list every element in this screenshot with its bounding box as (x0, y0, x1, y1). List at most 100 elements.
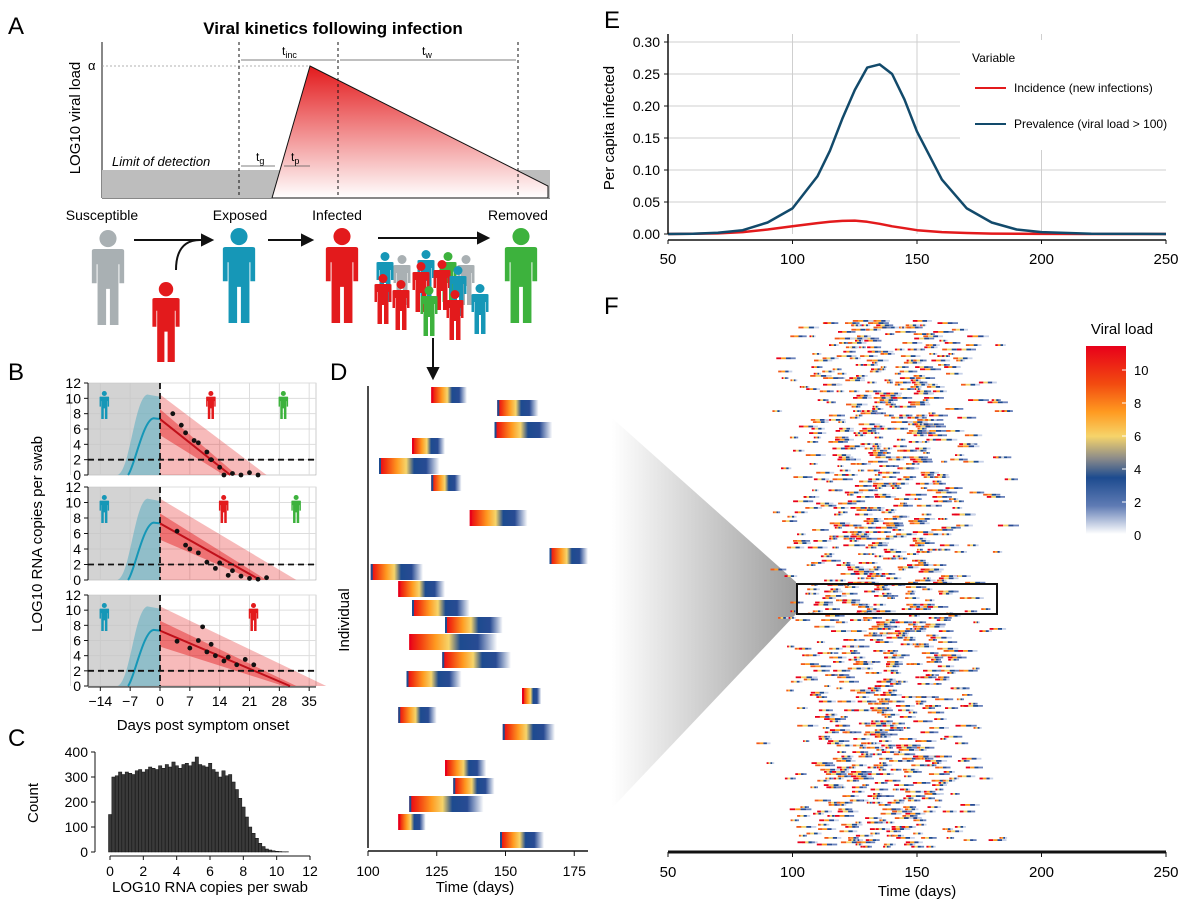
segment-part (858, 722, 862, 725)
segment-part (792, 610, 794, 613)
infection-segment (890, 727, 904, 729)
segment-part (783, 617, 786, 619)
segment-part (881, 555, 884, 558)
segment-part (959, 500, 962, 503)
panel-b-xtick-label: −14 (88, 693, 112, 709)
infection-segment (793, 542, 811, 544)
segment-part (794, 436, 797, 439)
infection-segment (941, 575, 958, 577)
infection-segment (847, 568, 870, 571)
segment-part (876, 588, 880, 591)
segment-part (979, 597, 984, 599)
segment-part (915, 711, 918, 714)
segment-part (944, 579, 947, 582)
segment-part (975, 621, 977, 624)
segment-part (842, 421, 845, 423)
infection-segment (874, 425, 886, 428)
segment-part (892, 665, 896, 668)
segment-part (886, 526, 893, 529)
segment-part (842, 645, 847, 648)
infection-segment (833, 661, 845, 663)
segment-part (937, 581, 943, 584)
segment-part (881, 436, 884, 439)
segment-part (955, 328, 960, 331)
segment-part (819, 691, 824, 694)
infection-segment (853, 397, 872, 399)
histogram-bar (121, 774, 126, 853)
segment-part (900, 727, 904, 729)
segment-part (844, 716, 847, 718)
data-point (187, 546, 193, 552)
segment-part (905, 586, 911, 588)
segment-part (882, 592, 885, 595)
segment-part (928, 333, 931, 335)
histogram-bar (141, 771, 146, 853)
panel-d-xtick-label: 150 (494, 863, 518, 879)
infection-segment (899, 716, 916, 718)
segment-part (892, 700, 897, 703)
data-point (204, 559, 210, 565)
segment-part (892, 722, 896, 725)
segment-part (912, 621, 917, 624)
segment-part (806, 619, 811, 621)
segment-part (954, 513, 960, 516)
segment-part (891, 597, 893, 599)
infection-segment (941, 654, 962, 657)
segment-part (880, 641, 885, 643)
segment-part (932, 412, 934, 415)
segment-part (872, 408, 875, 410)
segment-part (887, 447, 890, 450)
segment-part (915, 441, 919, 443)
segment-part (878, 575, 881, 577)
segment-part (807, 724, 814, 727)
infection-segment (837, 458, 855, 461)
segment-part (864, 339, 869, 342)
infection-segment (892, 397, 913, 399)
segment-part (858, 663, 864, 665)
segment-part (887, 597, 890, 599)
infection-segment (756, 742, 771, 745)
segment-part (818, 427, 822, 430)
segment-part (834, 474, 839, 476)
segment-part (861, 755, 866, 758)
segment-part (976, 491, 981, 494)
infection-segment (872, 449, 888, 452)
segment-part (892, 427, 897, 430)
segment-part (951, 353, 954, 355)
segment-part (785, 370, 789, 373)
segment-part (925, 683, 930, 685)
segment-part (801, 511, 805, 514)
segment-part (928, 434, 933, 437)
segment-part (833, 377, 839, 379)
segment-part (837, 458, 842, 461)
segment-part (919, 564, 924, 566)
segment-part (852, 667, 857, 670)
segment-part (995, 344, 998, 346)
panel-b-xlabel: Days post symptom onset (117, 717, 290, 734)
segment-part (930, 504, 936, 507)
segment-part (936, 619, 941, 621)
segment-part (927, 603, 931, 606)
segment-part (925, 368, 931, 371)
segment-part (916, 597, 920, 599)
segment-part (899, 498, 904, 500)
segment-part (942, 738, 944, 740)
segment-part (864, 590, 868, 593)
segment-part (944, 533, 947, 536)
segment-part (859, 346, 861, 349)
segment-part (863, 485, 868, 487)
panel-b-ytick-label: 10 (65, 390, 81, 406)
infection-segment (787, 645, 795, 648)
infection-segment (905, 628, 915, 630)
segment-part (876, 680, 882, 683)
segment-part (866, 518, 871, 520)
person-icon (504, 228, 538, 323)
infection-segment (911, 381, 928, 384)
segment-part (878, 568, 883, 571)
segment-part (943, 619, 948, 621)
segment-part (878, 661, 881, 663)
segment-part (854, 680, 859, 683)
segment-part (912, 738, 917, 740)
segment-part (927, 720, 933, 723)
segment-part (876, 427, 881, 430)
